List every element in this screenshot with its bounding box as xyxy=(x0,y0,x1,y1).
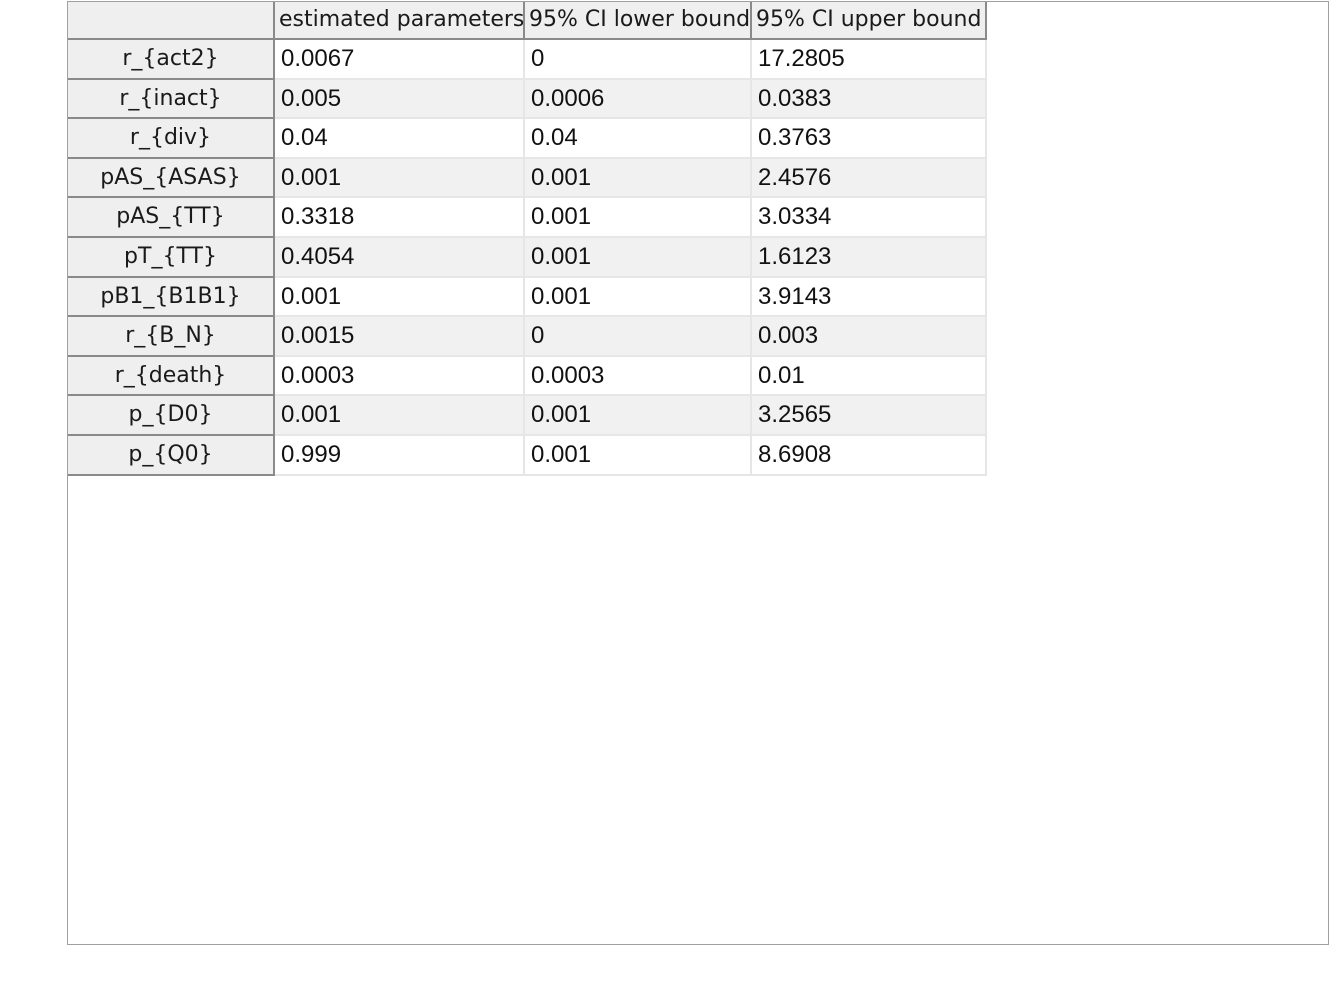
table-row: pT_{TT} 0.4054 0.001 1.6123 xyxy=(68,237,987,278)
parameter-table[interactable]: estimated parameters 95% CI lower bound … xyxy=(68,2,987,476)
row-header[interactable]: pT_{TT} xyxy=(68,237,275,278)
table-row: r_{div} 0.04 0.04 0.3763 xyxy=(68,119,987,159)
row-header[interactable]: pAS_{ASAS} xyxy=(68,158,275,199)
cell-estimated[interactable]: 0.001 xyxy=(275,396,525,436)
cell-ci-upper[interactable]: 3.9143 xyxy=(752,277,987,318)
cell-ci-lower[interactable]: 0.001 xyxy=(525,237,752,278)
row-header[interactable]: r_{inact} xyxy=(68,79,275,120)
parameter-table-panel[interactable]: estimated parameters 95% CI lower bound … xyxy=(67,1,1329,945)
cell-ci-lower[interactable]: 0.001 xyxy=(525,277,752,318)
cell-ci-lower[interactable]: 0.001 xyxy=(525,158,752,199)
cell-estimated[interactable]: 0.999 xyxy=(275,435,525,476)
table-corner-cell[interactable] xyxy=(68,2,275,40)
cell-ci-lower[interactable]: 0.001 xyxy=(525,198,752,238)
table-row: r_{B_N} 0.0015 0 0.003 xyxy=(68,317,987,357)
cell-estimated[interactable]: 0.005 xyxy=(275,79,525,120)
cell-ci-upper[interactable]: 0.01 xyxy=(752,356,987,397)
table-row: r_{act2} 0.0067 0 17.2805 xyxy=(68,40,987,80)
column-header-ci-upper[interactable]: 95% CI upper bound xyxy=(752,2,987,40)
table-row: pB1_{B1B1} 0.001 0.001 3.9143 xyxy=(68,277,987,318)
cell-ci-lower[interactable]: 0 xyxy=(525,40,752,80)
column-header-estimated[interactable]: estimated parameters xyxy=(275,2,525,40)
row-header[interactable]: r_{death} xyxy=(68,356,275,397)
cell-ci-lower[interactable]: 0.0003 xyxy=(525,356,752,397)
row-header[interactable]: p_{Q0} xyxy=(68,435,275,476)
cell-ci-upper[interactable]: 0.003 xyxy=(752,317,987,357)
row-header[interactable]: pAS_{TT} xyxy=(68,198,275,238)
table-row: r_{death} 0.0003 0.0003 0.01 xyxy=(68,356,987,397)
cell-ci-upper[interactable]: 2.4576 xyxy=(752,158,987,199)
table-row: r_{inact} 0.005 0.0006 0.0383 xyxy=(68,79,987,120)
cell-estimated[interactable]: 0.0003 xyxy=(275,356,525,397)
row-header[interactable]: pB1_{B1B1} xyxy=(68,277,275,318)
table-row: p_{D0} 0.001 0.001 3.2565 xyxy=(68,396,987,436)
cell-ci-lower[interactable]: 0.04 xyxy=(525,119,752,159)
table-row: p_{Q0} 0.999 0.001 8.6908 xyxy=(68,435,987,476)
column-header-ci-lower[interactable]: 95% CI lower bound xyxy=(525,2,752,40)
cell-estimated[interactable]: 0.4054 xyxy=(275,237,525,278)
cell-ci-upper[interactable]: 0.3763 xyxy=(752,119,987,159)
cell-ci-lower[interactable]: 0.001 xyxy=(525,396,752,436)
cell-ci-upper[interactable]: 8.6908 xyxy=(752,435,987,476)
table-row: pAS_{ASAS} 0.001 0.001 2.4576 xyxy=(68,158,987,199)
cell-estimated[interactable]: 0.0015 xyxy=(275,317,525,357)
cell-estimated[interactable]: 0.001 xyxy=(275,158,525,199)
cell-ci-upper[interactable]: 1.6123 xyxy=(752,237,987,278)
row-header[interactable]: r_{act2} xyxy=(68,40,275,80)
cell-ci-upper[interactable]: 17.2805 xyxy=(752,40,987,80)
row-header[interactable]: r_{B_N} xyxy=(68,317,275,357)
cell-ci-upper[interactable]: 0.0383 xyxy=(752,79,987,120)
row-header[interactable]: p_{D0} xyxy=(68,396,275,436)
cell-estimated[interactable]: 0.0067 xyxy=(275,40,525,80)
cell-ci-lower[interactable]: 0.001 xyxy=(525,435,752,476)
cell-estimated[interactable]: 0.001 xyxy=(275,277,525,318)
cell-ci-lower[interactable]: 0 xyxy=(525,317,752,357)
row-header[interactable]: r_{div} xyxy=(68,119,275,159)
cell-ci-lower[interactable]: 0.0006 xyxy=(525,79,752,120)
cell-estimated[interactable]: 0.04 xyxy=(275,119,525,159)
table-row: pAS_{TT} 0.3318 0.001 3.0334 xyxy=(68,198,987,238)
cell-ci-upper[interactable]: 3.0334 xyxy=(752,198,987,238)
table-header-row: estimated parameters 95% CI lower bound … xyxy=(68,2,987,40)
cell-estimated[interactable]: 0.3318 xyxy=(275,198,525,238)
cell-ci-upper[interactable]: 3.2565 xyxy=(752,396,987,436)
